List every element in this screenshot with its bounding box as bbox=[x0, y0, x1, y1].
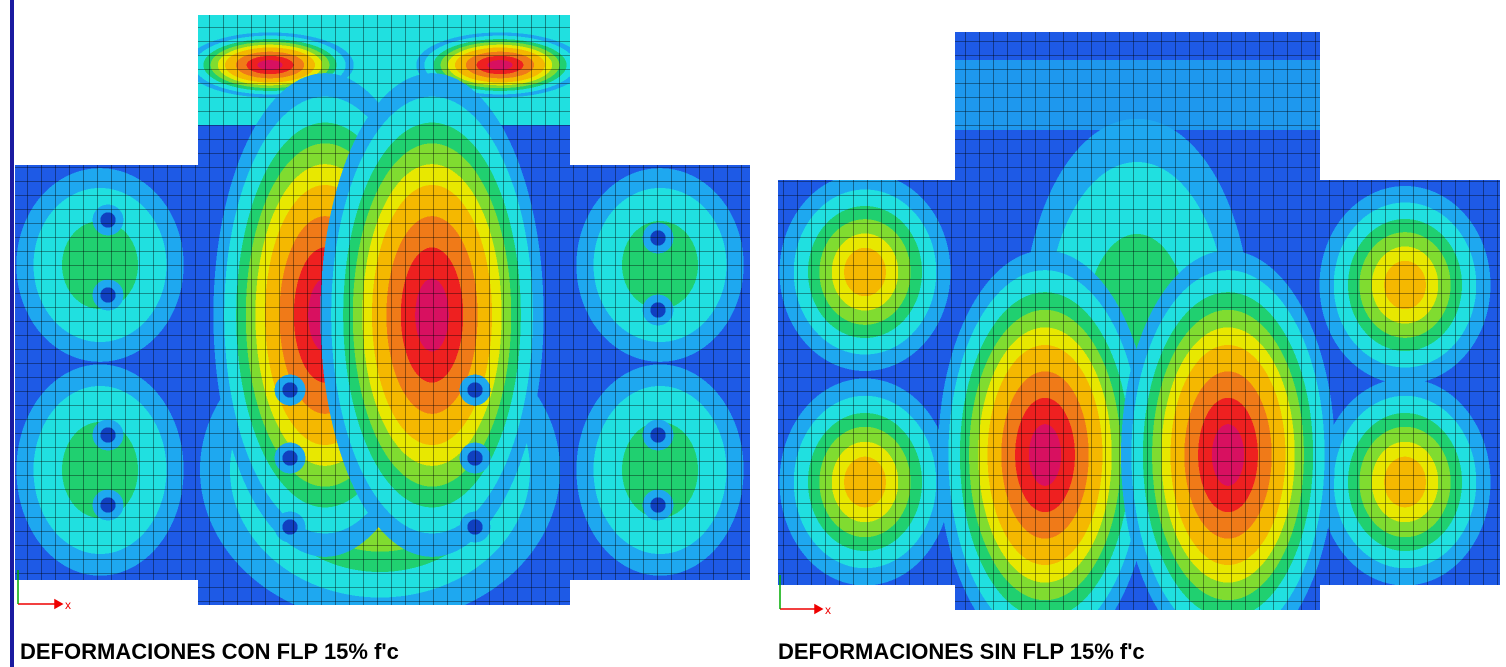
plots: x x DEFORMACIONES CON FLP 15% f'c DEFORM… bbox=[0, 0, 1506, 667]
mesh bbox=[0, 0, 760, 620]
contour-plot-right bbox=[770, 0, 1506, 667]
contour-plot-left bbox=[0, 0, 760, 640]
caption: DEFORMACIONES SIN FLP 15% f'c bbox=[778, 639, 1145, 664]
axis-label: x bbox=[825, 603, 831, 617]
window-edge bbox=[10, 0, 14, 667]
axis-label: x bbox=[65, 598, 71, 612]
caption: DEFORMACIONES CON FLP 15% f'c bbox=[20, 639, 399, 664]
screenshot: x x DEFORMACIONES CON FLP 15% f'c DEFORM… bbox=[0, 0, 1506, 667]
mesh bbox=[770, 0, 1506, 620]
